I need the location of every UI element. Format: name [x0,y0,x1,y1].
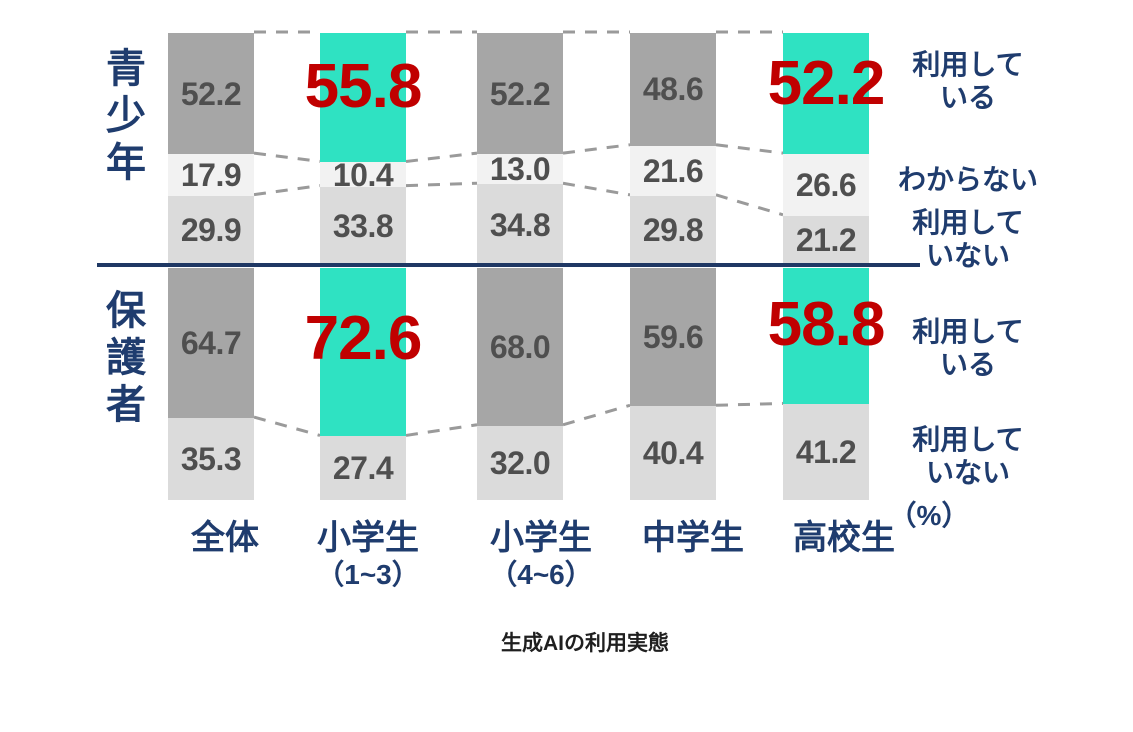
segment-value-label: 40.4 [642,435,704,472]
bar-segment-保護者-利用している [783,268,869,405]
segment-value-label: 27.4 [332,450,394,487]
segment-value-label: 10.4 [332,156,394,193]
segment-value-label: 32.0 [489,444,551,481]
bar-segment-保護者-利用していない: 41.2 [783,404,869,500]
highlighted-value-label: 55.8 [304,52,423,122]
segment-value-label: 52.2 [489,75,551,112]
bar-segment-青少年-わからない: 26.6 [783,154,869,216]
segment-value-label: 21.2 [795,222,857,259]
bar-segment-青少年-わからない: 13.0 [477,151,563,188]
bar-segment-保護者-利用している [320,268,406,437]
segment-name-label: 利用して いる [912,316,1024,381]
segment-value-label: 52.2 [180,75,242,112]
bar-segment-青少年-わからない: 10.4 [320,159,406,191]
segment-name-label: わからない [897,164,1039,195]
category-label-高校生: 高校生 [793,519,895,557]
segment-name-label: 利用して いない [912,207,1024,272]
highlighted-value-label: 58.8 [767,290,886,360]
category-label-小学生: 小学生 （4~6） [489,519,593,590]
highlighted-value-label: 52.2 [767,48,886,118]
segment-value-label: 17.9 [180,156,242,193]
segment-value-label: 35.3 [180,441,242,478]
segment-value-label: 48.6 [642,71,704,108]
bar-segment-保護者-利用していない: 35.3 [168,418,254,500]
bar-segment-保護者-利用していない: 27.4 [320,436,406,500]
bar-segment-保護者-利用している: 59.6 [630,268,716,407]
category-label-中学生: 中学生 [642,519,744,557]
chart-caption: 生成AIの利用実態 [501,632,669,655]
bar-segment-青少年-利用していない: 33.8 [320,186,406,265]
segment-value-label: 21.6 [642,152,704,189]
segment-value-label: 59.6 [642,319,704,356]
bar-segment-青少年-利用している: 52.2 [477,33,563,155]
bar-segment-青少年-利用している: 52.2 [168,33,254,155]
category-label-全体: 全体 [191,519,259,557]
segment-value-label: 68.0 [489,328,551,365]
segment-value-label: 64.7 [180,325,242,362]
segment-value-label: 13.0 [489,151,551,188]
percent-unit-label: （%） [888,500,970,531]
bar-segment-青少年-わからない: 17.9 [168,154,254,196]
panel-label-parents: 保護者 [106,289,146,427]
bar-segment-青少年-利用している: 48.6 [630,33,716,146]
bar-segment-保護者-利用している: 64.7 [168,268,254,419]
segment-name-label: 利用して いない [912,424,1024,489]
bar-segment-青少年-利用していない: 34.8 [477,184,563,265]
segment-value-label: 29.9 [180,212,242,249]
bar-segment-保護者-利用していない: 40.4 [630,406,716,500]
segment-name-label: 利用して いる [912,49,1024,114]
highlighted-value-label: 72.6 [304,303,423,373]
panel-label-youth: 青少年 [106,47,146,185]
bar-segment-青少年-利用していない: 29.8 [630,195,716,265]
segment-value-label: 29.8 [642,212,704,249]
panel-divider-line [97,263,920,267]
bar-segment-保護者-利用していない: 32.0 [477,425,563,500]
bar-segment-青少年-利用している [783,33,869,155]
bar-segment-青少年-利用していない: 21.2 [783,215,869,265]
segment-value-label: 33.8 [332,207,394,244]
segment-value-label: 34.8 [489,206,551,243]
segment-value-label: 41.2 [795,434,857,471]
bar-segment-青少年-利用している [320,33,406,163]
bar-segment-青少年-利用していない: 29.9 [168,195,254,265]
category-label-小学生: 小学生 （1~3） [316,519,420,590]
segment-value-label: 26.6 [795,166,857,203]
bar-segment-青少年-わからない: 21.6 [630,145,716,196]
bar-segment-保護者-利用している: 68.0 [477,268,563,426]
